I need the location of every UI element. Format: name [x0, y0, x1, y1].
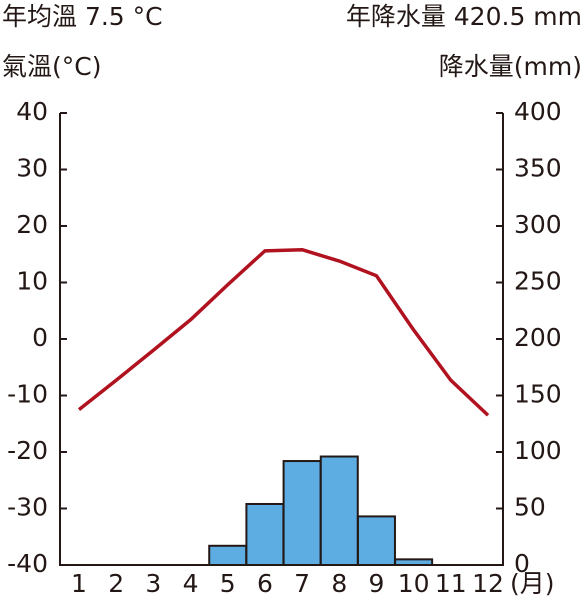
y-tick-label: -30: [7, 493, 48, 522]
y2-tick-label: 200: [514, 323, 562, 352]
x-tick-label: 3: [145, 569, 161, 598]
y2-axis-label: 降水量(mm): [439, 52, 582, 81]
y-tick-label: 30: [16, 154, 48, 183]
x-tick-label: 12: [472, 569, 504, 598]
bar: [282, 460, 322, 567]
x-tick-label: 7: [294, 569, 310, 598]
bar: [208, 544, 248, 566]
x-tick-label: 6: [257, 569, 273, 598]
x-tick-label: 9: [369, 569, 385, 598]
x-tick-label: 8: [331, 569, 347, 598]
y-tick-label: -40: [7, 549, 48, 578]
bar: [356, 515, 396, 566]
y2-tick-label: 400: [514, 97, 562, 126]
chart-subtitle: 年降水量 420.5 mm: [346, 2, 582, 31]
y-axis-label: 氣溫(°C): [2, 52, 101, 81]
x-tick-label: 4: [183, 569, 199, 598]
y-tick-label: -20: [7, 436, 48, 465]
x-tick-label: 10: [398, 569, 430, 598]
y-tick-label: 20: [16, 210, 48, 239]
bar: [319, 455, 359, 566]
chart-title: 年均溫 7.5 °C: [2, 2, 163, 31]
y-tick-label: 40: [16, 97, 48, 126]
y2-tick-label: 250: [514, 267, 562, 296]
y2-tick-label: 350: [514, 154, 562, 183]
y2-tick-label: 50: [514, 493, 546, 522]
x-axis-label: (月): [510, 569, 555, 598]
y-tick-label: -10: [7, 380, 48, 409]
x-tick-label: 11: [435, 569, 467, 598]
y2-tick-label: 150: [514, 380, 562, 409]
bar: [245, 502, 285, 567]
bar: [394, 558, 434, 566]
y2-tick-label: 100: [514, 436, 562, 465]
y-tick-label: 0: [32, 323, 48, 352]
temperature-line: [77, 247, 490, 417]
x-tick-label: 5: [220, 569, 236, 598]
y2-tick-label: 0: [514, 549, 530, 578]
y2-tick-label: 300: [514, 210, 562, 239]
y-tick-label: 10: [16, 267, 48, 296]
x-tick-label: 1: [71, 569, 87, 598]
x-tick-label: 2: [108, 569, 124, 598]
